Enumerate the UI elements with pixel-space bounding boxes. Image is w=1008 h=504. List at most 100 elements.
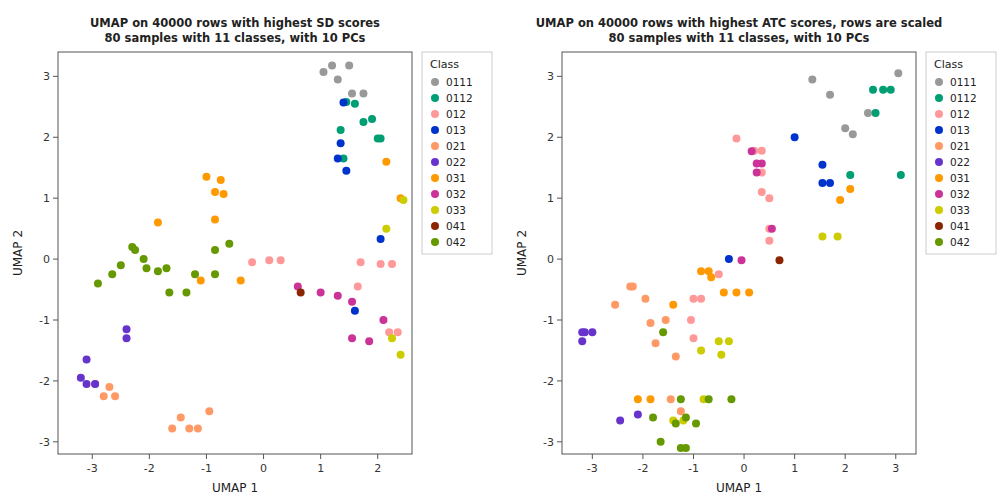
tick-label: 3 [43, 70, 50, 83]
point [717, 351, 725, 359]
point [217, 176, 225, 184]
tick [53, 259, 58, 260]
points [578, 69, 905, 452]
point [123, 334, 131, 342]
point [826, 179, 834, 187]
tick-label: 2 [43, 131, 50, 144]
tick [693, 454, 694, 459]
point [399, 196, 407, 204]
point [397, 351, 405, 359]
point [211, 246, 219, 254]
point [758, 159, 766, 167]
point [689, 334, 697, 342]
point [791, 133, 799, 141]
point [879, 86, 887, 94]
legend-label: 0112 [446, 92, 473, 104]
point [191, 270, 199, 278]
point [748, 147, 756, 155]
point [841, 124, 849, 132]
point [334, 155, 342, 163]
point [634, 395, 642, 403]
tick-label: 2 [374, 462, 381, 475]
legend-marker [431, 126, 439, 134]
point [105, 383, 113, 391]
point [846, 171, 854, 179]
legend-label: 041 [950, 220, 970, 232]
point [368, 115, 376, 123]
legend: Class01110112012013021022031032033041042 [926, 52, 996, 254]
tick-label: 2 [547, 131, 554, 144]
point [108, 270, 116, 278]
point [634, 410, 642, 418]
tick-label: 0 [741, 462, 748, 475]
point [334, 75, 342, 83]
point [337, 139, 345, 147]
point [154, 267, 162, 275]
point [818, 233, 826, 241]
point [641, 295, 649, 303]
point [692, 420, 700, 428]
legend-marker [935, 142, 943, 150]
figure: -3-2-1012-3-2-10123UMAP 1UMAP 2UMAP on 4… [0, 0, 1008, 504]
point [377, 260, 385, 268]
tick [206, 454, 207, 459]
point [83, 380, 91, 388]
point [758, 147, 766, 155]
legend-label: 032 [446, 188, 466, 200]
legend-marker [431, 190, 439, 198]
title-line: 80 samples with 11 classes, with 10 PCs [105, 31, 366, 45]
legend-label: 022 [446, 156, 466, 168]
point [388, 260, 396, 268]
point [697, 267, 705, 275]
tick-label: -2 [637, 462, 648, 475]
point [345, 61, 353, 69]
point [732, 289, 740, 297]
point [836, 196, 844, 204]
point [657, 438, 665, 446]
point [377, 134, 385, 142]
point [659, 328, 667, 336]
point [348, 334, 356, 342]
point [328, 61, 336, 69]
point [83, 356, 91, 364]
point [697, 346, 705, 354]
tick-label: 1 [547, 192, 554, 205]
legend-marker [431, 222, 439, 230]
title-line: UMAP on 40000 rows with highest ATC scor… [536, 16, 942, 30]
point [818, 161, 826, 169]
tick [92, 454, 93, 459]
tick [845, 454, 846, 459]
point [765, 194, 773, 202]
legend-label: 042 [950, 236, 970, 248]
point [715, 270, 723, 278]
point [379, 316, 387, 324]
point [357, 258, 365, 266]
point [864, 109, 872, 117]
point [672, 420, 680, 428]
legend-label: 041 [446, 220, 466, 232]
background [0, 0, 1008, 504]
point [667, 395, 675, 403]
point [197, 276, 205, 284]
point [834, 233, 842, 241]
tick-label: -3 [87, 462, 98, 475]
point [220, 190, 228, 198]
point [351, 100, 359, 108]
legend-marker [935, 174, 943, 182]
tick [557, 259, 562, 260]
tick-label: -2 [543, 375, 554, 388]
plot-frame [58, 52, 412, 454]
tick [557, 380, 562, 381]
title: UMAP on 40000 rows with highest SD score… [90, 16, 380, 45]
legend-label: 0111 [446, 76, 473, 88]
legend-marker [431, 174, 439, 182]
point [887, 86, 895, 94]
y-axis-label: UMAP 2 [11, 230, 25, 276]
point [720, 289, 728, 297]
point [382, 158, 390, 166]
legend-label: 031 [446, 172, 466, 184]
point [662, 316, 670, 324]
tick-label: -3 [39, 436, 50, 449]
point [165, 289, 173, 297]
point [897, 171, 905, 179]
